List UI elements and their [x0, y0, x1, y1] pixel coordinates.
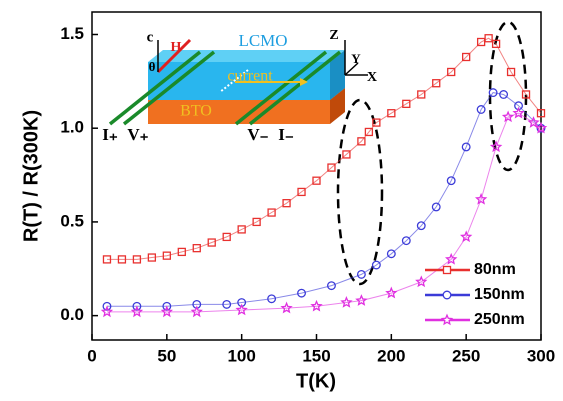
y-tick-label: 1.5: [60, 24, 84, 43]
x-tick-label: 300: [527, 346, 555, 365]
inset-label: LCMO: [238, 31, 287, 50]
x-tick-label: 100: [227, 346, 255, 365]
inset-label: θ: [149, 59, 156, 74]
inset-label: H: [171, 40, 182, 55]
inset-label: I₊: [102, 125, 118, 144]
legend-label: 150nm: [474, 286, 525, 303]
y-tick-label: 1.0: [60, 118, 84, 137]
inset-label: V₊: [127, 125, 148, 144]
inset-label: current: [227, 68, 273, 85]
x-tick-label: 250: [452, 346, 480, 365]
legend-label: 80nm: [474, 261, 516, 278]
x-tick-label: 150: [302, 346, 330, 365]
chart: T(K) R(T) / R(300K) 0 50 100 150 200 250 300 0.…: [0, 0, 563, 401]
inset-label: Z: [329, 28, 338, 43]
x-tick-label: 0: [87, 346, 96, 365]
inset-label: V₋: [247, 125, 268, 144]
y-tick-label: 0.5: [60, 211, 84, 230]
series-line: [107, 113, 541, 312]
marker: [444, 267, 451, 274]
x-tick-label: 200: [377, 346, 405, 365]
x-tick-label: 50: [157, 346, 176, 365]
x-axis-label: T(K): [296, 370, 336, 392]
inset-label: BTO: [180, 103, 212, 120]
inset-label: Y: [351, 51, 361, 66]
marker: [443, 291, 451, 299]
y-tick-label: 0.0: [60, 305, 84, 324]
y-axis-label: R(T) / R(300K): [20, 110, 42, 242]
highlight-ellipses: [338, 22, 526, 284]
inset-label: X: [367, 70, 377, 85]
inset-label: c: [147, 29, 154, 45]
marker: [442, 315, 451, 324]
inset-label: I₋: [278, 125, 294, 144]
legend-label: 250nm: [474, 311, 525, 328]
